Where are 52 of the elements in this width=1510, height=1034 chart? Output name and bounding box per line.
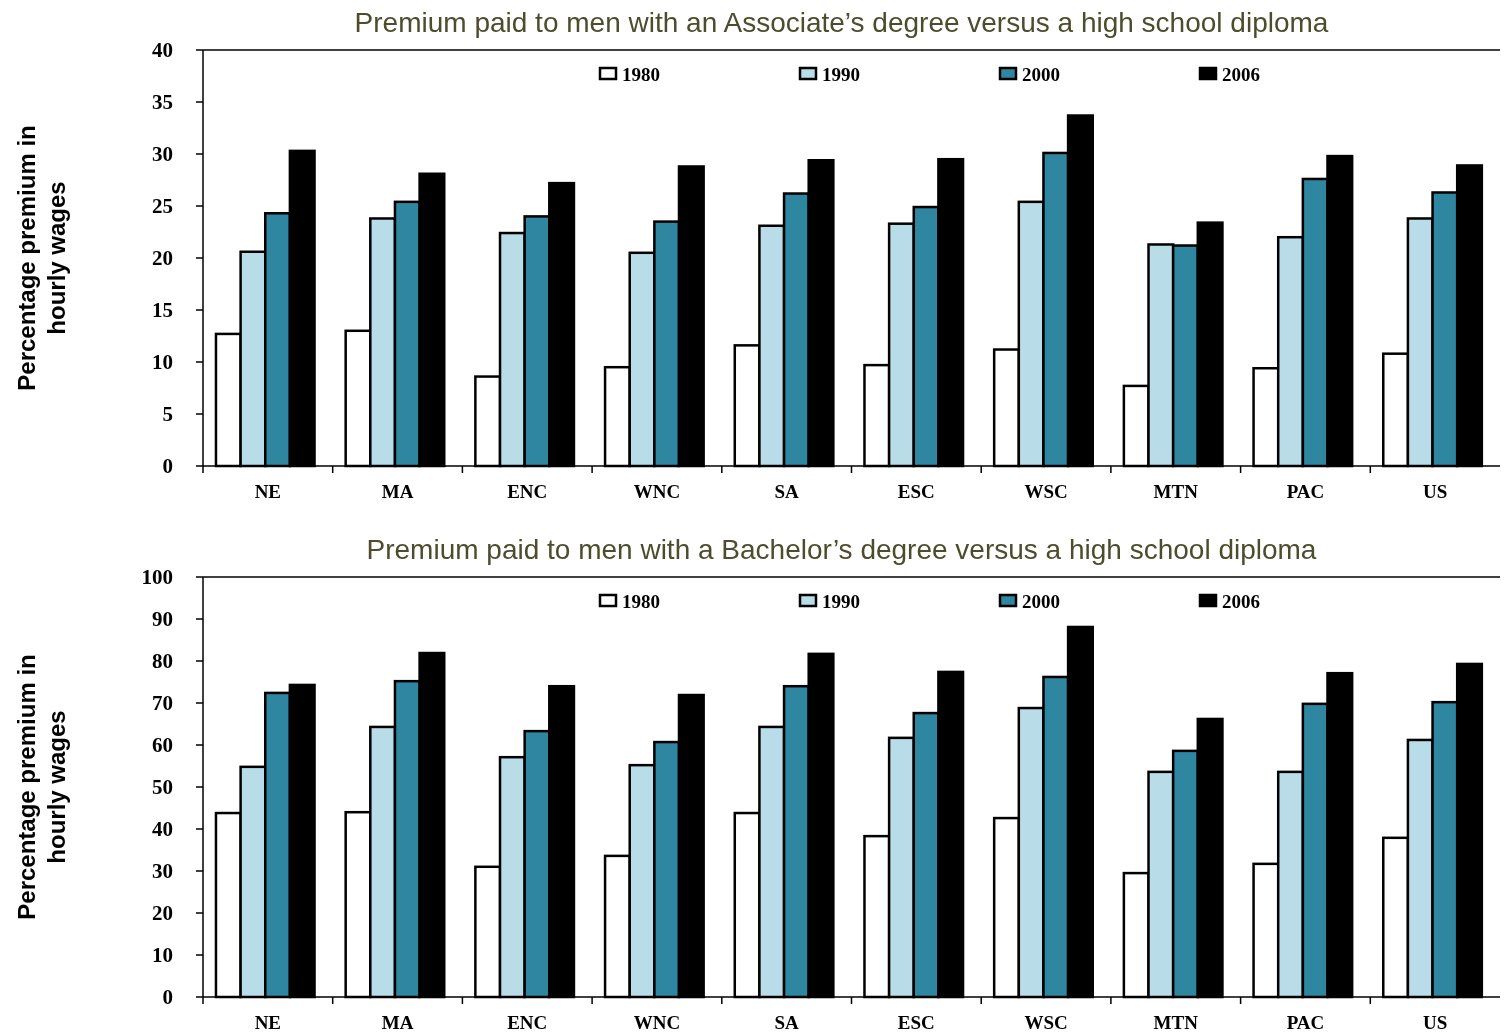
y-tick-label: 30 <box>152 142 173 167</box>
y-tick-label: 35 <box>152 90 173 115</box>
y-tick-label: 0 <box>162 985 173 1010</box>
y-tick-label: 60 <box>152 733 173 758</box>
y-tick-label: 100 <box>141 565 173 590</box>
x-tick-label: PAC <box>1286 481 1325 502</box>
y-tick-label: 30 <box>152 859 173 884</box>
legend-label: 2006 <box>1222 63 1260 85</box>
x-tick-label: US <box>1423 481 1448 502</box>
legend-label: 1990 <box>822 63 860 85</box>
x-tick-label: WNC <box>633 1012 681 1033</box>
x-tick-label: ESC <box>897 1012 935 1033</box>
x-tick-label: MA <box>381 481 414 502</box>
y-tick-label: 15 <box>152 298 173 323</box>
x-tick-label: WNC <box>633 481 681 502</box>
legend-label: 1980 <box>622 590 660 612</box>
y-tick-label: 20 <box>152 901 173 926</box>
legend-label: 2000 <box>1022 63 1060 85</box>
x-tick-label: NE <box>254 481 282 502</box>
y-tick-label: 5 <box>162 402 173 427</box>
x-tick-label: MTN <box>1153 481 1199 502</box>
legend-label: 1990 <box>822 590 860 612</box>
x-tick-label: ESC <box>897 481 935 502</box>
y-axis-title: Percentage premium in hourly wages <box>13 654 70 920</box>
y-tick-label: 80 <box>152 649 173 674</box>
y-tick-label: 70 <box>152 691 173 716</box>
y-tick-label: 40 <box>152 38 173 63</box>
y-tick-label: 90 <box>152 607 173 632</box>
legend-label: 2006 <box>1222 590 1260 612</box>
x-tick-label: ENC <box>507 481 548 502</box>
y-axis-title: Percentage premium in hourly wages <box>13 125 70 391</box>
x-tick-label: WSC <box>1024 1012 1068 1033</box>
y-tick-label: 10 <box>152 350 173 375</box>
x-tick-label: ENC <box>507 1012 548 1033</box>
x-tick-label: MTN <box>1153 1012 1199 1033</box>
x-tick-label: SA <box>774 481 800 502</box>
x-tick-label: US <box>1423 1012 1448 1033</box>
chart-title: Premium paid to men with an Associate’s degree versus a high school diploma <box>354 7 1329 38</box>
y-tick-label: 25 <box>152 194 173 219</box>
legend-label: 2000 <box>1022 590 1060 612</box>
x-tick-label: WSC <box>1024 481 1068 502</box>
legend-label: 1980 <box>622 63 660 85</box>
chart-title: Premium paid to men with a Bachelor’s degree versus a high school diploma <box>366 534 1317 565</box>
x-tick-label: MA <box>381 1012 414 1033</box>
y-tick-label: 10 <box>152 943 173 968</box>
x-tick-label: PAC <box>1286 1012 1325 1033</box>
y-tick-label: 0 <box>162 454 173 479</box>
y-tick-label: 40 <box>152 817 173 842</box>
x-tick-label: NE <box>254 1012 282 1033</box>
y-tick-label: 20 <box>152 246 173 271</box>
y-tick-label: 50 <box>152 775 173 800</box>
x-tick-label: SA <box>774 1012 800 1033</box>
